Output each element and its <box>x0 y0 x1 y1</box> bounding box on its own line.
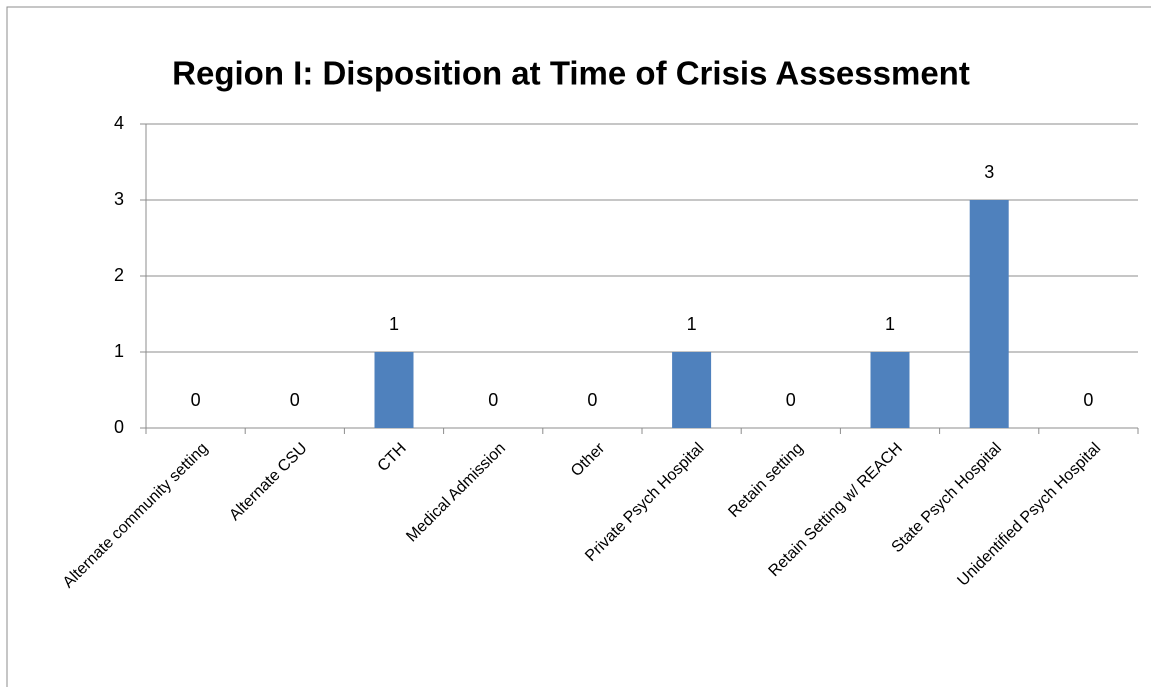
data-label: 0 <box>786 390 796 410</box>
data-label: 0 <box>290 390 300 410</box>
data-label: 1 <box>389 314 399 334</box>
x-tick-label: State Psych Hospital <box>889 440 1005 556</box>
bar <box>374 352 414 428</box>
x-tick-label: Retain setting <box>725 440 806 521</box>
data-label: 0 <box>488 390 498 410</box>
x-tick-label: Other <box>568 439 609 480</box>
bar <box>672 352 712 428</box>
y-tick-label: 3 <box>114 189 124 209</box>
chart-title: Region I: Disposition at Time of Crisis … <box>172 55 970 92</box>
data-label: 1 <box>885 314 895 334</box>
chart-border <box>6 6 1151 687</box>
y-tick-label: 0 <box>114 417 124 437</box>
x-tick-label: Alternate CSU <box>226 440 310 524</box>
x-tick-label: CTH <box>375 440 410 475</box>
bar <box>870 352 910 428</box>
x-tick-label: Alternate community setting <box>60 440 212 592</box>
bar <box>969 200 1009 428</box>
data-label: 0 <box>1083 390 1093 410</box>
data-label: 3 <box>984 162 994 182</box>
x-tick-label: Medical Admission <box>403 440 509 546</box>
y-tick-label: 1 <box>114 341 124 361</box>
data-label: 0 <box>191 390 201 410</box>
y-tick-label: 2 <box>114 265 124 285</box>
data-label: 1 <box>687 314 697 334</box>
y-tick-label: 4 <box>114 113 124 133</box>
data-label: 0 <box>587 390 597 410</box>
